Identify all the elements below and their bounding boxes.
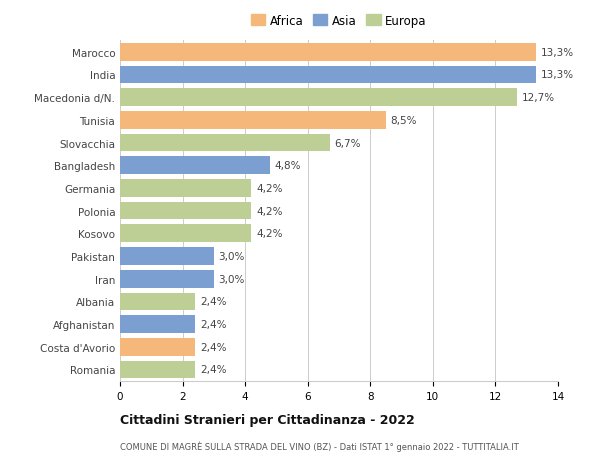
Text: 2,4%: 2,4% xyxy=(200,364,226,375)
Text: Cittadini Stranieri per Cittadinanza - 2022: Cittadini Stranieri per Cittadinanza - 2… xyxy=(120,413,415,426)
Bar xyxy=(120,112,386,129)
Bar xyxy=(120,134,329,152)
Bar xyxy=(120,338,195,356)
Bar xyxy=(120,67,536,84)
Text: 4,2%: 4,2% xyxy=(256,206,283,216)
Bar xyxy=(120,225,251,243)
Bar xyxy=(120,89,517,107)
Text: 13,3%: 13,3% xyxy=(541,70,574,80)
Bar xyxy=(120,270,214,288)
Text: 8,5%: 8,5% xyxy=(391,116,417,126)
Text: 6,7%: 6,7% xyxy=(334,138,361,148)
Text: 4,2%: 4,2% xyxy=(256,184,283,194)
Bar xyxy=(120,179,251,197)
Bar xyxy=(120,293,195,311)
Bar xyxy=(120,157,270,175)
Bar xyxy=(120,315,195,333)
Text: 3,0%: 3,0% xyxy=(218,252,245,262)
Bar xyxy=(120,247,214,265)
Text: 2,4%: 2,4% xyxy=(200,297,226,307)
Bar xyxy=(120,44,536,62)
Text: 2,4%: 2,4% xyxy=(200,342,226,352)
Bar xyxy=(120,361,195,379)
Text: COMUNE DI MAGRÈ SULLA STRADA DEL VINO (BZ) - Dati ISTAT 1° gennaio 2022 - TUTTIT: COMUNE DI MAGRÈ SULLA STRADA DEL VINO (B… xyxy=(120,441,519,451)
Text: 12,7%: 12,7% xyxy=(522,93,555,103)
Legend: Africa, Asia, Europa: Africa, Asia, Europa xyxy=(247,10,431,32)
Text: 13,3%: 13,3% xyxy=(541,48,574,58)
Text: 4,8%: 4,8% xyxy=(275,161,301,171)
Text: 3,0%: 3,0% xyxy=(218,274,245,284)
Text: 4,2%: 4,2% xyxy=(256,229,283,239)
Text: 2,4%: 2,4% xyxy=(200,319,226,330)
Bar xyxy=(120,202,251,220)
